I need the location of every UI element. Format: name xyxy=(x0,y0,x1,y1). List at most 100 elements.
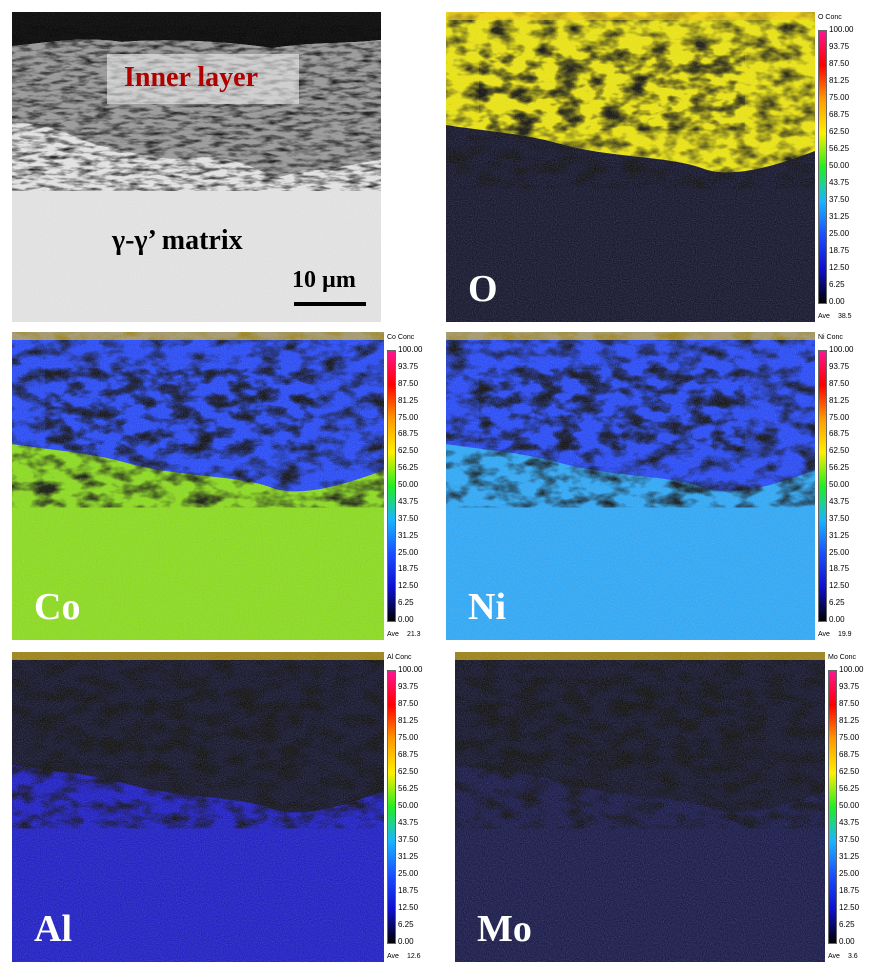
legend-tick: 25.00 xyxy=(398,869,419,878)
legend-tick: 56.25 xyxy=(839,784,860,793)
legend-tick: 56.25 xyxy=(829,463,850,473)
legend-tick: 93.75 xyxy=(829,361,850,371)
legend-tick: 81.25 xyxy=(398,716,419,725)
legend-tick: 31.25 xyxy=(398,852,419,861)
legend-tick: 81.25 xyxy=(829,395,850,405)
legend-tick: 43.75 xyxy=(829,496,850,506)
element-label-ni: Ni xyxy=(468,586,506,628)
element-label-mo: Mo xyxy=(477,908,532,950)
legend-average-value: 38.5 xyxy=(837,313,852,320)
legend-tick: 18.75 xyxy=(829,564,850,574)
legend-tick: 12.50 xyxy=(398,903,419,912)
sem-micrograph xyxy=(12,12,381,322)
map-panel-o: O O Conc 100.00 93.75 87.50 81.25 75.00 68.75 62… xyxy=(446,12,857,322)
legend-tick: 50.00 xyxy=(398,801,419,810)
color-scale-legend: Ni Conc 100.00 93.75 87.50 81.25 75.00 68.75 62… xyxy=(815,332,857,640)
color-scale-legend: Mo Conc 100.00 93.75 87.50 81.25 75.00 68.75 62… xyxy=(825,652,867,962)
legend-tick: 43.75 xyxy=(839,818,860,827)
legend-tick: 68.75 xyxy=(839,750,860,759)
color-ramp-bar xyxy=(818,350,827,622)
legend-tick: 43.75 xyxy=(398,496,419,506)
legend-tick: 62.50 xyxy=(829,446,850,456)
legend-tick: 75.00 xyxy=(398,412,419,422)
color-ramp-bar xyxy=(828,670,837,944)
legend-tick: 18.75 xyxy=(398,886,419,895)
legend-tick: 37.50 xyxy=(398,835,419,844)
legend-tick: 43.75 xyxy=(829,178,850,187)
legend-tick: 6.25 xyxy=(829,280,845,289)
map-panel-al: Al Al Conc 100.00 93.75 87.50 81.25 75.00 68.75… xyxy=(12,652,427,962)
legend-tick: 0.00 xyxy=(398,937,414,946)
legend-tick: 68.75 xyxy=(398,429,419,439)
legend-tick: 50.00 xyxy=(839,801,860,810)
legend-tick: 37.50 xyxy=(829,513,850,523)
color-scale-legend: O Conc 100.00 93.75 87.50 81.25 75.00 68.75 62.… xyxy=(815,12,857,322)
legend-tick: 12.50 xyxy=(829,581,850,591)
legend-tick: 31.25 xyxy=(829,212,850,221)
legend-tick: 25.00 xyxy=(829,229,850,238)
legend-tick: 31.25 xyxy=(398,530,419,540)
legend-average-label: Ave xyxy=(818,631,830,638)
legend-tick: 25.00 xyxy=(839,869,860,878)
legend-average-label: Ave xyxy=(828,953,840,960)
map-image-co xyxy=(12,332,384,640)
legend-tick: 75.00 xyxy=(829,93,850,102)
legend-average: Ave 3.6 xyxy=(828,953,858,960)
legend-average: Ave 21.3 xyxy=(387,631,421,638)
element-label-co: Co xyxy=(34,586,81,628)
legend-tick: 0.00 xyxy=(839,937,855,946)
legend-average: Ave 12.6 xyxy=(387,953,421,960)
legend-tick: 12.50 xyxy=(839,903,860,912)
legend-tick: 31.25 xyxy=(829,530,850,540)
legend-tick: 50.00 xyxy=(829,480,850,489)
legend-tick: 37.50 xyxy=(398,513,419,523)
legend-tick: 0.00 xyxy=(829,615,845,624)
inner-layer-label: Inner layer xyxy=(124,62,259,93)
legend-header: Al Conc xyxy=(387,654,412,661)
matrix-label: γ-γ’ matrix xyxy=(112,225,243,256)
legend-tick: 6.25 xyxy=(829,598,845,608)
legend-average-value: 3.6 xyxy=(847,953,858,960)
legend-tick: 68.75 xyxy=(398,750,419,759)
legend-header: O Conc xyxy=(818,14,842,21)
legend-tick: 25.00 xyxy=(829,547,850,557)
sem-image-panel: Inner layer γ-γ’ matrix 10 µm xyxy=(12,12,381,322)
legend-header: Co Conc xyxy=(387,334,415,341)
legend-tick: 81.25 xyxy=(829,76,850,85)
legend-tick: 50.00 xyxy=(829,161,850,170)
legend-tick: 62.50 xyxy=(398,446,419,456)
legend-tick: 87.50 xyxy=(839,699,860,708)
legend-tick: 43.75 xyxy=(398,818,419,827)
legend-tick: 87.50 xyxy=(829,59,850,68)
legend-header: Mo Conc xyxy=(828,654,857,661)
legend-tick: 12.50 xyxy=(829,263,850,272)
element-label-o: O xyxy=(468,268,498,310)
map-panel-ni: Ni Ni Conc 100.00 93.75 87.50 81.25 75.00 68.75… xyxy=(446,332,857,640)
legend-tick: 93.75 xyxy=(829,42,850,51)
color-ramp-bar xyxy=(818,30,827,304)
legend-tick: 87.50 xyxy=(398,699,419,708)
legend-tick: 100.00 xyxy=(398,665,423,674)
legend-average-label: Ave xyxy=(818,313,830,320)
legend-tick: 100.00 xyxy=(829,25,854,34)
legend-tick: 18.75 xyxy=(839,886,860,895)
legend-tick: 87.50 xyxy=(398,378,419,388)
legend-average-value: 21.3 xyxy=(406,631,421,638)
legend-average-value: 19.9 xyxy=(837,631,852,638)
legend-tick: 100.00 xyxy=(398,345,423,354)
scale-bar xyxy=(294,302,366,306)
map-image-o xyxy=(446,12,815,322)
map-panel-mo: Mo Mo Conc 100.00 93.75 87.50 81.25 75.00 68.75… xyxy=(455,652,867,962)
legend-tick: 62.50 xyxy=(829,127,850,136)
legend-average-label: Ave xyxy=(387,631,399,638)
legend-tick: 37.50 xyxy=(839,835,860,844)
legend-average-label: Ave xyxy=(387,953,399,960)
legend-tick: 0.00 xyxy=(829,297,845,306)
legend-tick: 31.25 xyxy=(839,852,860,861)
color-scale-legend: Co Conc 100.00 93.75 87.50 81.25 75.00 68.75 62… xyxy=(384,332,427,640)
legend-tick: 62.50 xyxy=(398,767,419,776)
legend-tick: 0.00 xyxy=(398,615,414,624)
legend-tick: 100.00 xyxy=(839,665,864,674)
legend-tick: 93.75 xyxy=(398,361,419,371)
legend-tick: 75.00 xyxy=(839,733,860,742)
